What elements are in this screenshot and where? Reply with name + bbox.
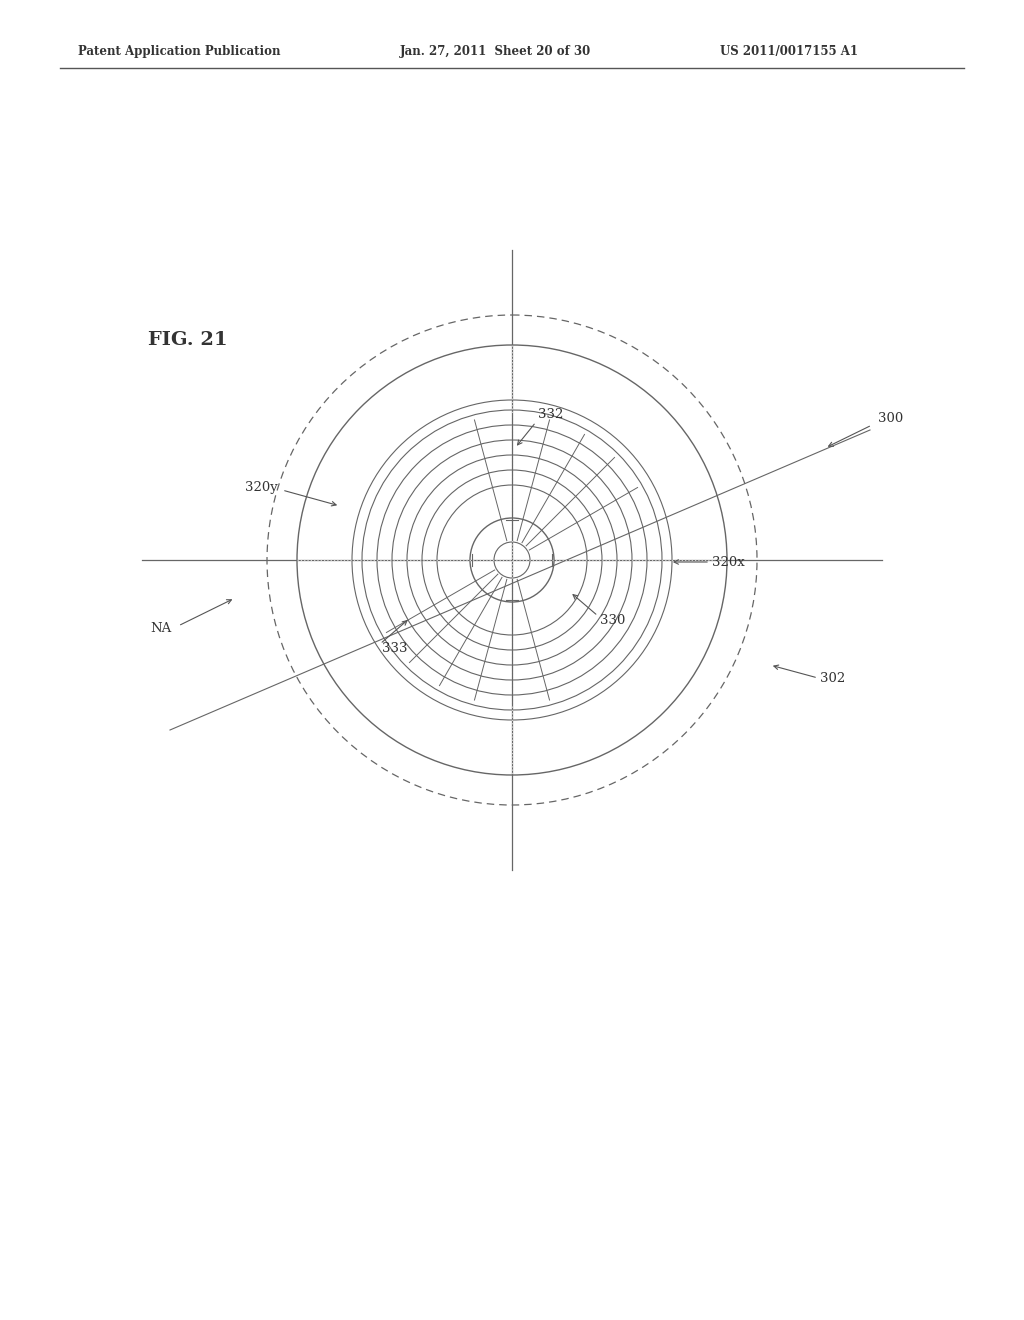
Text: 330: 330	[600, 614, 626, 627]
Text: FIG. 21: FIG. 21	[148, 331, 227, 348]
Text: 300: 300	[878, 412, 903, 425]
Text: Jan. 27, 2011  Sheet 20 of 30: Jan. 27, 2011 Sheet 20 of 30	[400, 45, 591, 58]
Text: US 2011/0017155 A1: US 2011/0017155 A1	[720, 45, 858, 58]
Text: 320x: 320x	[712, 556, 744, 569]
Text: NA: NA	[151, 622, 172, 635]
Text: Patent Application Publication: Patent Application Publication	[78, 45, 281, 58]
Text: 332: 332	[538, 408, 563, 421]
Text: 333: 333	[382, 642, 408, 655]
Text: 302: 302	[820, 672, 845, 685]
Text: 320y: 320y	[246, 482, 278, 495]
